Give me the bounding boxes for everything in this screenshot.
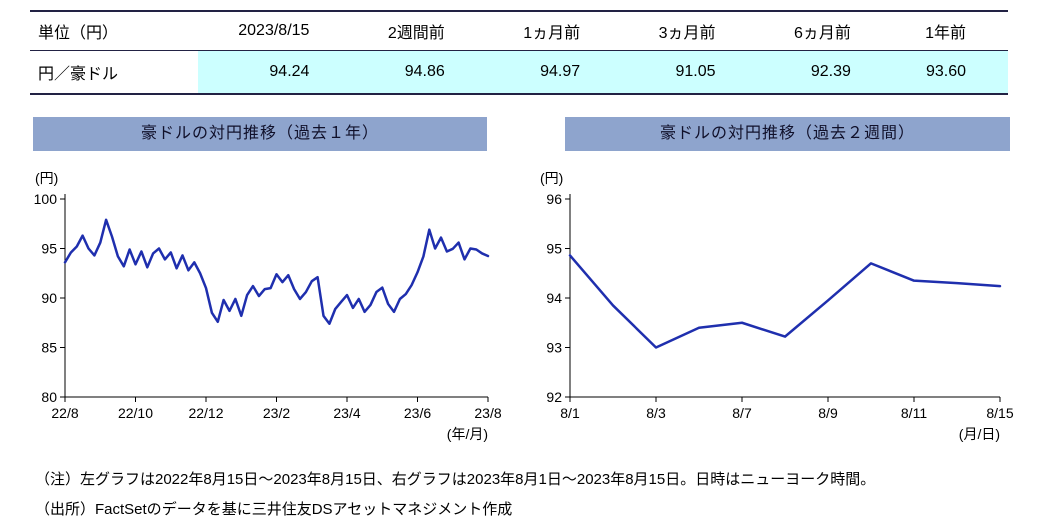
note-source: （出所）FactSetのデータを基に三井住友DSアセットマネジメント作成	[35, 501, 513, 518]
value-latest: 94.24	[198, 50, 352, 94]
y-tick-label: 93	[546, 340, 562, 356]
x-tick-label: 23/4	[333, 405, 360, 421]
y-tick-label: 80	[41, 389, 57, 405]
price-line	[63, 218, 490, 325]
charts-row: 豪ドルの対円推移（過去１年） 80 85 90 95 100 22/8 22/10 22/12…	[33, 117, 1039, 452]
x-tick-label: 8/9	[818, 405, 838, 421]
x-tick-label: 8/11	[901, 405, 927, 421]
x-axis-unit-label: (年/月)	[447, 426, 488, 442]
x-tick-label: 23/2	[263, 405, 290, 421]
col-header-1year: 1年前	[925, 25, 966, 42]
y-tick-label: 92	[546, 389, 562, 405]
col-header-2weeks: 2週間前	[387, 25, 445, 42]
x-tick-label: 8/15	[986, 405, 1013, 421]
chart-block-1year: 豪ドルの対円推移（過去１年） 80 85 90 95 100 22/8 22/10 22/12…	[33, 117, 502, 452]
col-header-6months: 6ヵ月前	[793, 25, 851, 42]
y-tick-label: 90	[41, 290, 57, 306]
x-axis-unit-label: (月/日)	[959, 426, 1000, 442]
col-header-3months: 3ヵ月前	[658, 25, 716, 42]
fx-rate-table: 単位（円） 2023/8/15 2週間前 1ヵ月前 3ヵ月前 6ヵ月前 1年前 …	[30, 10, 1008, 95]
line-chart-1year: 80 85 90 95 100 22/8 22/10 22/12 23/2 23/4 23/6 23/…	[34, 170, 502, 442]
row-label-jpy-aud: 円／豪ドル	[38, 66, 119, 83]
value-3months: 91.05	[622, 50, 758, 94]
footnotes: （注）左グラフは2022年8月15日～2023年8月15日、右グラフは2023年…	[35, 468, 1039, 519]
note-periods: （注）左グラフは2022年8月15日～2023年8月15日、右グラフは2023年…	[35, 471, 876, 488]
value-2weeks: 94.86	[351, 50, 487, 94]
x-tick-label: 23/8	[474, 405, 501, 421]
col-header-latest: 2023/8/15	[238, 22, 310, 39]
value-6months: 92.39	[757, 50, 893, 94]
col-header-1month: 1ヵ月前	[523, 25, 581, 42]
x-tick-label: 8/7	[732, 405, 752, 421]
x-tick-label: 22/8	[51, 405, 78, 421]
y-tick-label: 96	[546, 191, 562, 207]
line-chart-2weeks: 92 93 94 95 96 8/1 8/3 8/7 8/9 8/11 8/15 (円) (月/日)	[540, 170, 1014, 442]
y-axis-unit-label: (円)	[35, 170, 58, 186]
table-header-row: 単位（円） 2023/8/15 2週間前 1ヵ月前 3ヵ月前 6ヵ月前 1年前	[30, 11, 1008, 51]
col-header-unit: 単位（円）	[38, 25, 119, 42]
chart-title-2weeks: 豪ドルの対円推移（過去２週間）	[565, 117, 1010, 151]
x-tick-label: 22/12	[188, 405, 223, 421]
y-tick-label: 94	[546, 290, 562, 306]
x-tick-label: 22/10	[118, 405, 153, 421]
x-tick-label: 8/1	[560, 405, 580, 421]
value-1year: 93.60	[892, 50, 1008, 94]
y-tick-label: 95	[41, 241, 57, 257]
y-tick-label: 85	[41, 340, 57, 356]
y-axis-unit-label: (円)	[540, 170, 563, 186]
table-data-row: 円／豪ドル 94.24 94.86 94.97 91.05 92.39 93.6…	[30, 50, 1008, 94]
price-line	[568, 254, 1002, 349]
x-tick-label: 8/3	[646, 405, 666, 421]
chart-block-2weeks: 豪ドルの対円推移（過去２週間） 92 93 94 95 96 8/1 8/3 8/7 8/9 8/…	[540, 117, 1014, 452]
y-tick-label: 100	[34, 191, 58, 207]
y-tick-label: 95	[546, 241, 562, 257]
value-1month: 94.97	[486, 50, 623, 94]
x-tick-label: 23/6	[404, 405, 431, 421]
chart-title-1year: 豪ドルの対円推移（過去１年）	[33, 117, 487, 151]
